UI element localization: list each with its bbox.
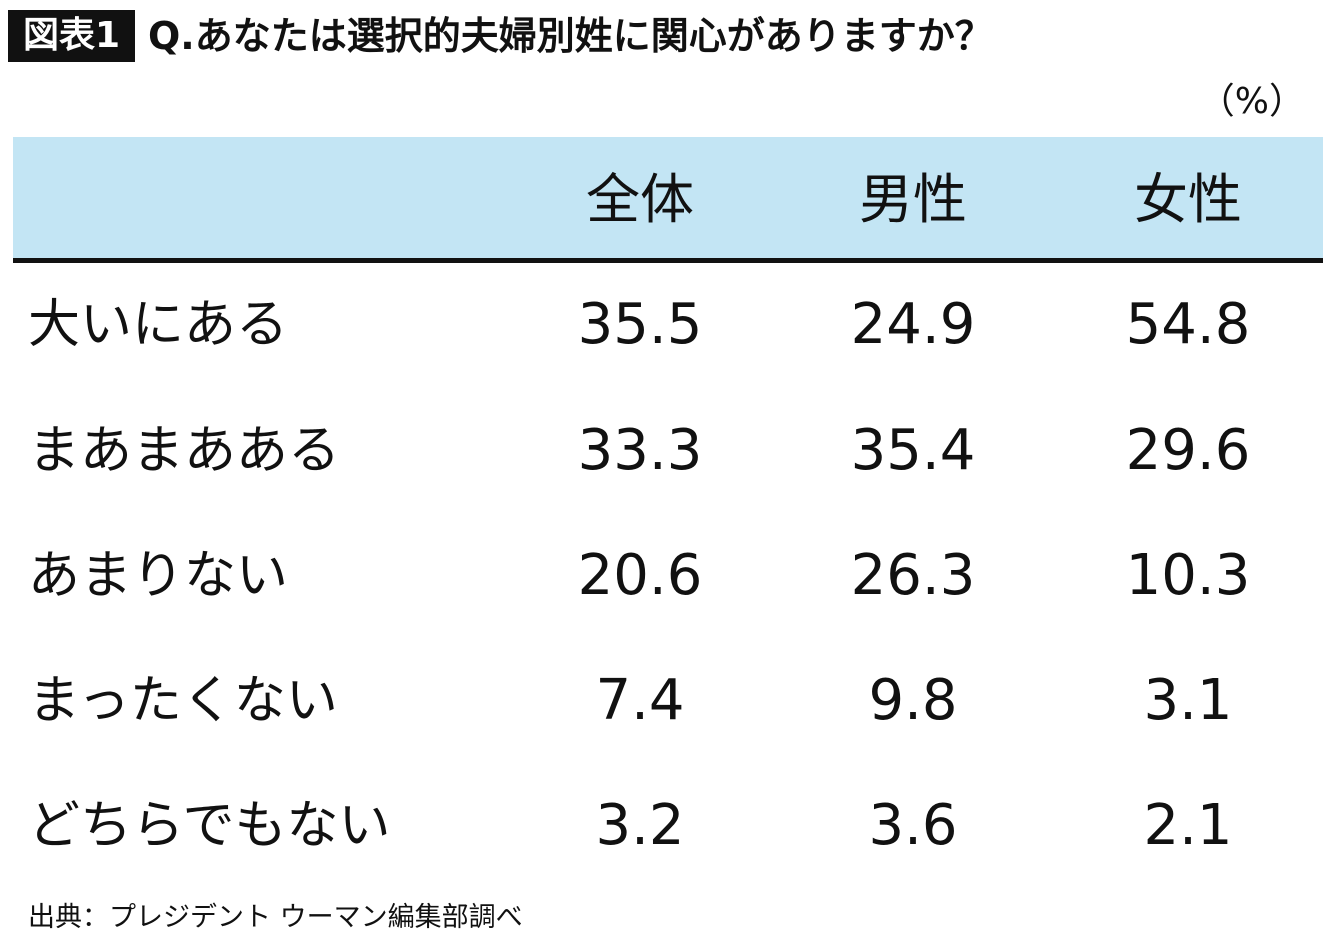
table-cell: 33.3 xyxy=(577,418,703,483)
table-cell: 54.8 xyxy=(1125,292,1251,357)
table-cell: 24.9 xyxy=(850,292,976,357)
row-label: どちらでもない xyxy=(28,796,391,856)
table-cell: 10.3 xyxy=(1125,543,1251,608)
row-label: まったくない xyxy=(28,671,338,731)
title: Q.あなたは選択的夫婦別姓に関心がありますか？ xyxy=(148,14,993,58)
row-label: あまりない xyxy=(28,546,289,606)
unit-label: （%） xyxy=(1198,81,1305,122)
table-cell: 7.4 xyxy=(595,668,685,733)
table-cell: 3.1 xyxy=(1143,668,1233,733)
header-band xyxy=(13,137,1323,258)
table-cell: 2.1 xyxy=(1143,793,1233,858)
table-cell: 26.3 xyxy=(850,543,976,608)
source-note: 出典：プレジデント ウーマン編集部調べ xyxy=(28,902,523,933)
row-label: 大いにある xyxy=(28,295,289,355)
table-cell: 3.6 xyxy=(868,793,958,858)
figure-badge: 図表1 xyxy=(8,10,135,62)
table-cell: 9.8 xyxy=(868,668,958,733)
row-label: まあまあある xyxy=(28,421,341,481)
column-header: 全体 xyxy=(586,168,694,231)
table-cell: 35.5 xyxy=(577,292,703,357)
column-header: 女性 xyxy=(1134,168,1242,231)
column-header: 男性 xyxy=(859,168,967,231)
table-cell: 29.6 xyxy=(1125,418,1251,483)
table-cell: 3.2 xyxy=(595,793,685,858)
table-cell: 35.4 xyxy=(850,418,976,483)
table-cell: 20.6 xyxy=(577,543,703,608)
header-rule xyxy=(13,258,1323,263)
